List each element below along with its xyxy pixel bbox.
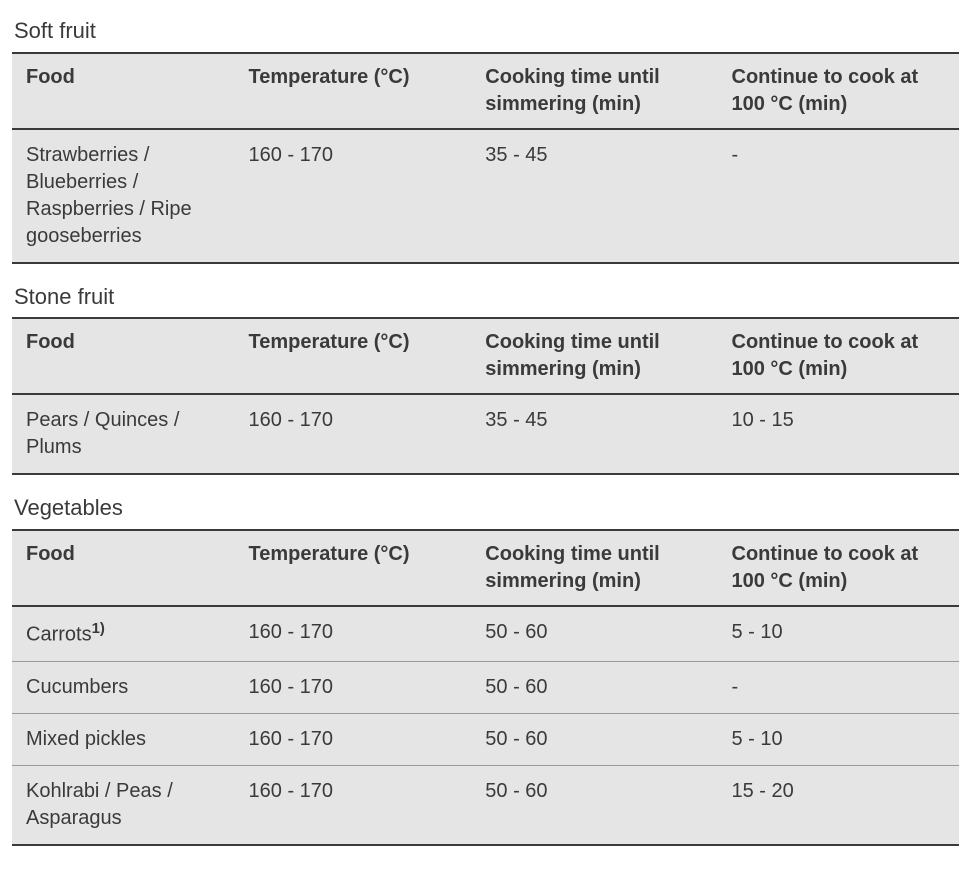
table-row: Pears / Quinces / Plums 160 - 17035 - 451…	[12, 394, 959, 474]
cell-temperature: 160 - 170	[235, 765, 472, 845]
food-label: Strawberries / Blueberries / Raspberries…	[26, 144, 192, 247]
section: Stone fruit FoodTemperature (°C)Cooking t…	[12, 282, 959, 476]
section: Soft fruit FoodTemperature (°C)Cooking ti…	[12, 16, 959, 264]
cooking-table: FoodTemperature (°C)Cooking time until s…	[12, 317, 959, 475]
section-title: Soft fruit	[14, 16, 959, 46]
cell-continue-at-100: 10 - 15	[718, 394, 960, 474]
section-title: Stone fruit	[14, 282, 959, 312]
cell-temperature: 160 - 170	[235, 394, 472, 474]
table-row: Cucumbers 160 - 17050 - 60-	[12, 661, 959, 713]
food-label: Carrots	[26, 624, 92, 646]
cell-continue-at-100: -	[718, 129, 960, 263]
column-header: Temperature (°C)	[235, 53, 472, 129]
column-header: Continue to cook at 100 °C (min)	[718, 53, 960, 129]
column-header: Temperature (°C)	[235, 318, 472, 394]
cell-food: Cucumbers	[12, 661, 235, 713]
cell-temperature: 160 - 170	[235, 606, 472, 661]
column-header: Continue to cook at 100 °C (min)	[718, 318, 960, 394]
section: Vegetables FoodTemperature (°C)Cooking ti…	[12, 493, 959, 845]
food-label: Pears / Quinces / Plums	[26, 409, 179, 458]
section-title: Vegetables	[14, 493, 959, 523]
column-header: Cooking time until simmering (min)	[471, 53, 717, 129]
cell-cook-until-simmer: 50 - 60	[471, 713, 717, 765]
footnote-marker: 1)	[92, 620, 105, 637]
table-row: Carrots1)160 - 17050 - 605 - 10	[12, 606, 959, 661]
cell-food: Kohlrabi / Peas / Asparagus	[12, 765, 235, 845]
cell-food: Pears / Quinces / Plums	[12, 394, 235, 474]
column-header: Food	[12, 53, 235, 129]
column-header: Cooking time until simmering (min)	[471, 530, 717, 606]
column-header: Cooking time until simmering (min)	[471, 318, 717, 394]
cell-food: Mixed pickles	[12, 713, 235, 765]
column-header: Food	[12, 530, 235, 606]
cooking-tables: Soft fruitFoodTemperature (°C)Cooking ti…	[12, 16, 959, 846]
cooking-table: FoodTemperature (°C)Cooking time until s…	[12, 52, 959, 264]
cell-cook-until-simmer: 50 - 60	[471, 661, 717, 713]
cell-cook-until-simmer: 50 - 60	[471, 765, 717, 845]
cell-cook-until-simmer: 35 - 45	[471, 129, 717, 263]
cell-continue-at-100: 5 - 10	[718, 606, 960, 661]
column-header: Food	[12, 318, 235, 394]
cell-temperature: 160 - 170	[235, 661, 472, 713]
cell-continue-at-100: 5 - 10	[718, 713, 960, 765]
cell-continue-at-100: 15 - 20	[718, 765, 960, 845]
cell-temperature: 160 - 170	[235, 129, 472, 263]
food-label: Cucumbers	[26, 676, 128, 698]
cell-cook-until-simmer: 35 - 45	[471, 394, 717, 474]
cell-cook-until-simmer: 50 - 60	[471, 606, 717, 661]
column-header: Continue to cook at 100 °C (min)	[718, 530, 960, 606]
cell-temperature: 160 - 170	[235, 713, 472, 765]
cooking-table: FoodTemperature (°C)Cooking time until s…	[12, 529, 959, 846]
table-row: Strawberries / Blueberries / Raspberries…	[12, 129, 959, 263]
table-row: Mixed pickles 160 - 17050 - 605 - 10	[12, 713, 959, 765]
column-header: Temperature (°C)	[235, 530, 472, 606]
cell-food: Strawberries / Blueberries / Raspberries…	[12, 129, 235, 263]
table-row: Kohlrabi / Peas / Asparagus 160 - 17050 -…	[12, 765, 959, 845]
food-label: Mixed pickles	[26, 728, 146, 750]
cell-food: Carrots1)	[12, 606, 235, 661]
cell-continue-at-100: -	[718, 661, 960, 713]
food-label: Kohlrabi / Peas / Asparagus	[26, 780, 173, 829]
